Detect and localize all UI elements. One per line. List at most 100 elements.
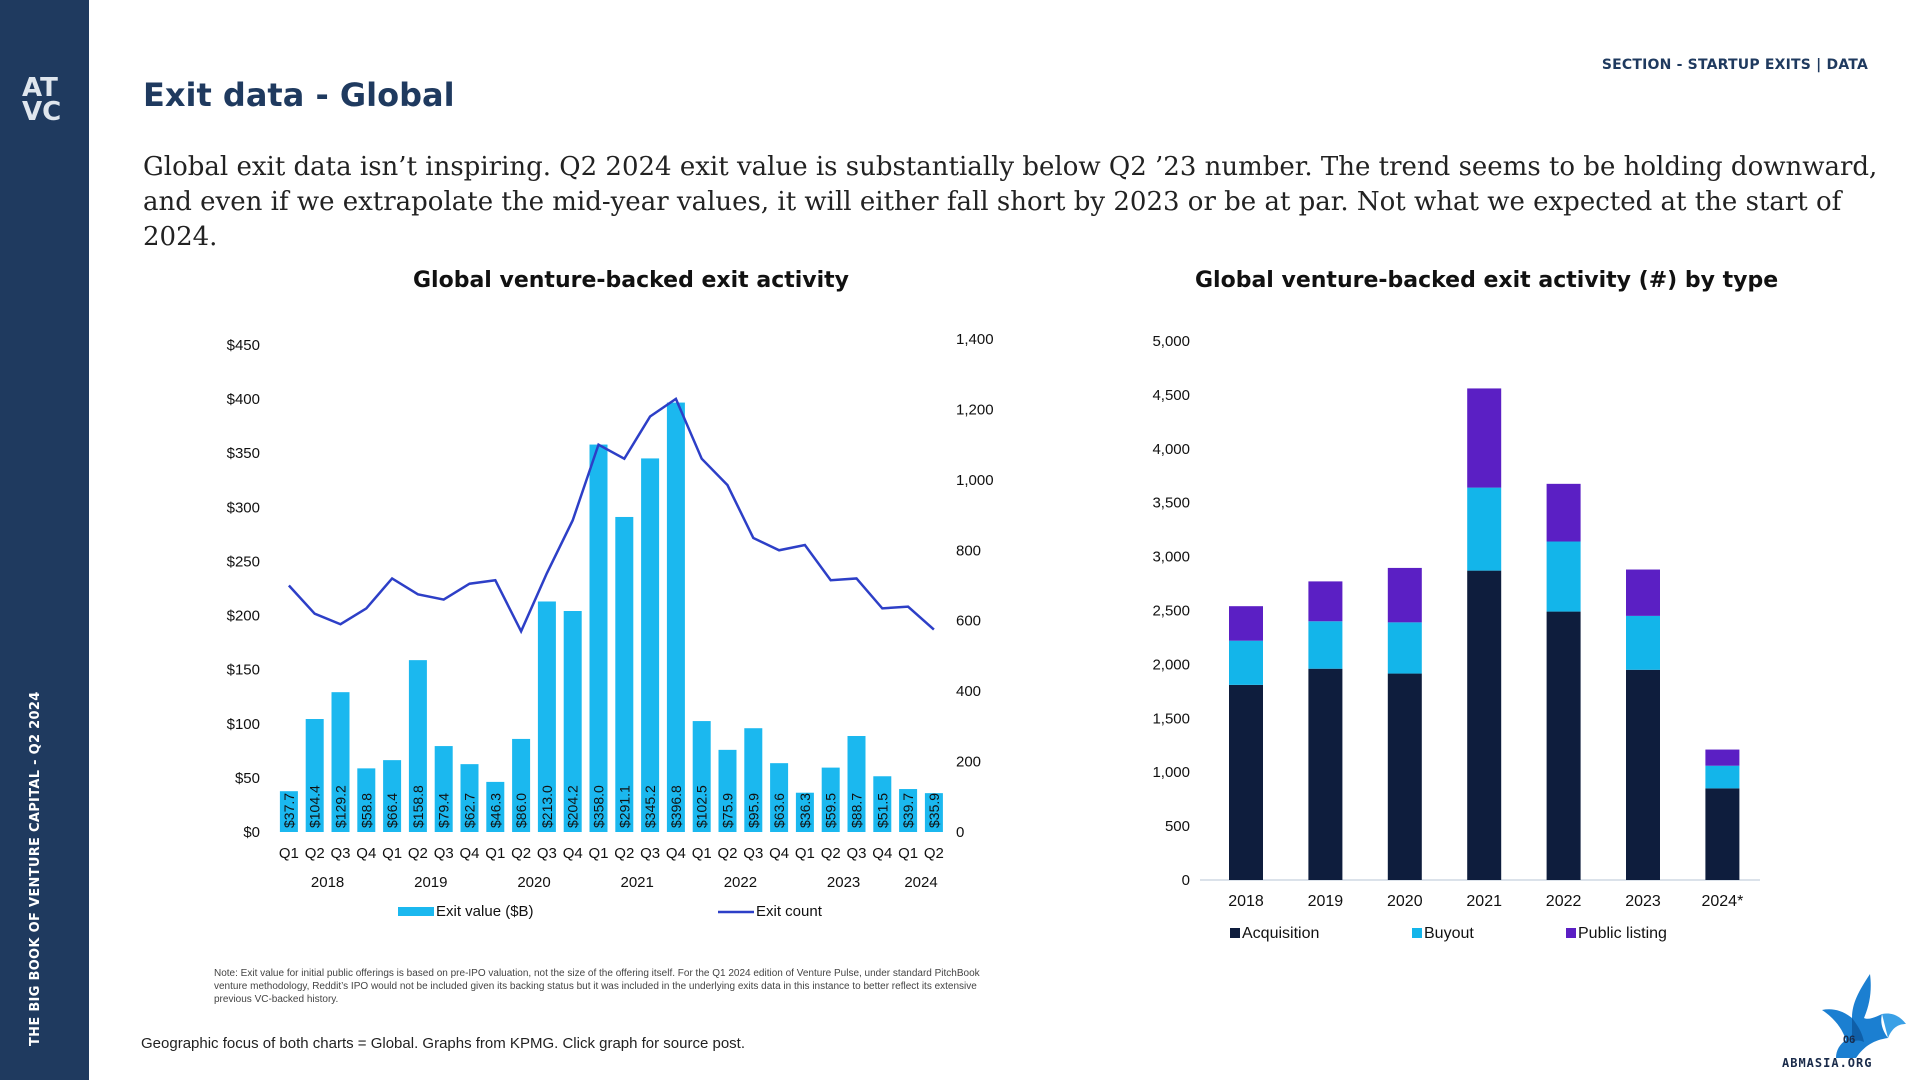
- y-left-tick-label: $0: [243, 824, 260, 841]
- y-tick-label: 0: [1182, 872, 1190, 889]
- x-quarter-label: Q1: [382, 845, 402, 862]
- stacked-bar-segment: [1546, 483, 1581, 542]
- legend-label: Acquisition: [1242, 925, 1319, 942]
- stacked-bar-segment: [1308, 581, 1343, 622]
- stacked-bar-segment: [1229, 640, 1263, 685]
- y-left-tick-label: $300: [227, 499, 260, 516]
- exit-value-bar: [383, 760, 402, 832]
- x-quarter-label: Q2: [305, 845, 325, 862]
- y-left-tick-label: $450: [227, 337, 260, 354]
- y-right-tick-label: 200: [956, 754, 981, 771]
- legend-swatch: [1230, 928, 1240, 938]
- y-tick-label: 4,000: [1152, 441, 1190, 458]
- chart1-title: Global venture-backed exit activity: [413, 268, 850, 293]
- exit-value-bar: [279, 791, 298, 832]
- exit-by-type-chart[interactable]: 0 500 1,000 1,500 2,000 2,500 3,000 3,500 4,000 4…: [1130, 320, 1780, 960]
- exit-value-bar: [331, 692, 350, 832]
- stacked-bar-segment: [1467, 487, 1502, 571]
- footer-note[interactable]: Geographic focus of both charts = Global…: [141, 1035, 746, 1052]
- legend-label: Public listing: [1578, 925, 1667, 942]
- x-quarter-label: Q3: [330, 845, 350, 862]
- stacked-bar-segment: [1626, 569, 1660, 616]
- intro-paragraph: Global exit data isn’t inspiring. Q2 202…: [143, 152, 1878, 252]
- exit-value-bar: [537, 601, 556, 832]
- exit-value-bar: [899, 789, 918, 832]
- x-quarter-label: Q4: [563, 845, 583, 862]
- stacked-bar-segment: [1229, 684, 1263, 880]
- bar-value-label: $102.5: [694, 785, 710, 828]
- y-right-tick-label: 800: [956, 542, 981, 559]
- exit-value-bar: [770, 763, 789, 832]
- logo-line-1: AT: [22, 73, 58, 103]
- bar-value-label: $58.8: [358, 793, 374, 828]
- exit-value-bar: [924, 793, 943, 832]
- y-right-tick-label: 600: [956, 613, 981, 630]
- y-tick-label: 3,000: [1152, 549, 1190, 566]
- page-title: Exit data - Global: [143, 76, 455, 114]
- x-year-label: 2021: [621, 874, 654, 891]
- bar-value-label: $59.5: [823, 793, 839, 828]
- legend-label-exit-count: Exit count: [756, 903, 823, 920]
- bar-value-label: $345.2: [642, 785, 658, 828]
- bar-value-label: $104.4: [307, 785, 323, 828]
- x-category-label: 2022: [1546, 893, 1582, 910]
- x-quarter-label: Q1: [692, 845, 712, 862]
- exit-value-bar: [795, 792, 814, 832]
- y-tick-label: 500: [1165, 818, 1190, 835]
- exit-value-bar: [692, 721, 711, 832]
- x-category-label: 2023: [1625, 893, 1661, 910]
- stacked-bar-segment: [1705, 749, 1740, 766]
- bar-value-label: $79.4: [436, 793, 452, 828]
- y-tick-label: 2,000: [1152, 656, 1190, 673]
- legend-label: Buyout: [1424, 925, 1474, 942]
- y-tick-label: 3,500: [1152, 495, 1190, 512]
- stacked-bar-segment: [1387, 622, 1422, 674]
- exit-value-bar: [666, 402, 685, 832]
- y-tick-label: 1,000: [1152, 764, 1190, 781]
- bar-value-label: $39.7: [900, 793, 916, 828]
- legend-swatch-exit-value: [398, 907, 434, 916]
- legend-swatch: [1566, 928, 1576, 938]
- x-quarter-label: Q1: [898, 845, 918, 862]
- exit-value-bar: [847, 736, 866, 832]
- section-label: SECTION - STARTUP EXITS | DATA: [1601, 57, 1868, 73]
- bar-value-label: $37.7: [281, 793, 297, 828]
- x-quarter-label: Q4: [666, 845, 686, 862]
- y-tick-label: 4,500: [1152, 387, 1190, 404]
- stacked-bar-segment: [1546, 611, 1581, 880]
- brand-wordmark[interactable]: ABMASIA.ORG: [1782, 1056, 1873, 1070]
- bar-value-label: $62.7: [462, 793, 478, 828]
- x-year-label: 2019: [414, 874, 447, 891]
- x-category-label: 2018: [1228, 893, 1264, 910]
- exit-value-bar: [460, 764, 479, 832]
- bar-value-label: $358.0: [591, 785, 607, 828]
- exit-value-bar: [486, 781, 505, 832]
- eagle-logo-icon: [1822, 974, 1906, 1058]
- exit-value-bar: [434, 746, 453, 832]
- logo-line-2: VC: [22, 97, 62, 127]
- sidebar: AT VC THE BIG BOOK OF VENTURE CAPITAL - …: [0, 0, 89, 1080]
- bar-value-label: $396.8: [668, 785, 684, 828]
- y-tick-label: 2,500: [1152, 603, 1190, 620]
- x-year-label: 2023: [827, 874, 860, 891]
- x-quarter-label: Q4: [872, 845, 892, 862]
- bar-value-label: $158.8: [410, 785, 426, 828]
- bar-value-label: $95.9: [745, 793, 761, 828]
- x-year-label: 2024: [904, 874, 937, 891]
- stacked-bar-segment: [1705, 765, 1740, 789]
- bar-value-label: $46.3: [487, 793, 503, 828]
- x-quarter-label: Q4: [459, 845, 479, 862]
- exit-value-bar: [589, 444, 608, 832]
- x-year-label: 2022: [724, 874, 757, 891]
- book-title-vertical: THE BIG BOOK OF VENTURE CAPITAL - Q2 202…: [28, 691, 43, 1046]
- x-quarter-label: Q2: [717, 845, 737, 862]
- exit-value-bar: [615, 516, 634, 832]
- atvc-logo[interactable]: AT VC: [22, 73, 66, 128]
- y-left-tick-label: $250: [227, 553, 260, 570]
- y-left-tick-label: $200: [227, 608, 260, 625]
- x-quarter-label: Q3: [640, 845, 660, 862]
- x-quarter-label: Q2: [821, 845, 841, 862]
- bar-value-label: $75.9: [720, 793, 736, 828]
- exit-activity-chart[interactable]: $0 $50 $100 $150 $200 $250 $300 $350 $400 $450 0 20…: [200, 320, 1020, 940]
- bar-value-label: $35.9: [926, 793, 942, 828]
